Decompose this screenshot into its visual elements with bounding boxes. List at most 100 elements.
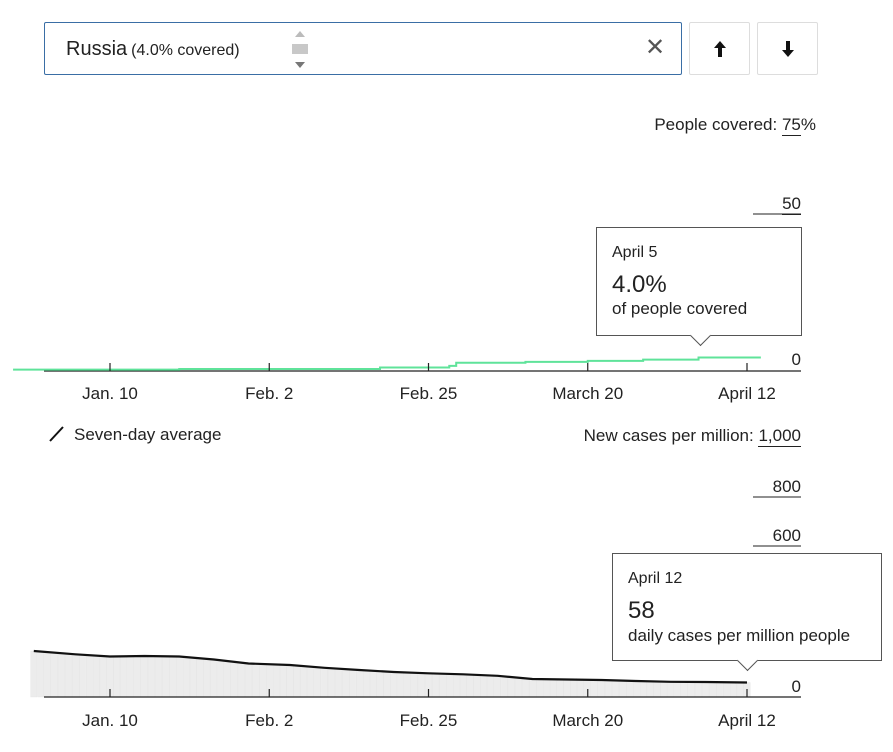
cases-day-bar [30, 650, 38, 698]
cases-day-bar [65, 653, 72, 698]
cases-day-bar [203, 658, 211, 698]
new-cases-label: New cases per million: 1,000 [584, 426, 801, 447]
country-name: Russia [66, 38, 128, 60]
cases-day-bar [134, 655, 141, 698]
cases-day-bar [279, 664, 287, 698]
cases-day-bar [397, 672, 405, 698]
previous-button[interactable] [689, 22, 750, 75]
x-tick-label: Feb. 2 [245, 711, 294, 730]
cases-day-bar [591, 679, 598, 698]
cases-day-bar [342, 668, 349, 698]
cases-day-bar [328, 668, 335, 698]
cases-day-bar [252, 663, 259, 698]
cases-day-bar [445, 673, 453, 698]
cases-day-bar [58, 653, 65, 698]
x-tick-label: Feb. 2 [245, 384, 294, 403]
cases-day-bar [632, 680, 640, 698]
cases-x-ticks [109, 689, 748, 697]
cases-day-bar [515, 677, 522, 698]
vacc-gridline-50-label: 50 [782, 194, 801, 215]
next-button[interactable] [757, 22, 818, 75]
cases-day-bar [688, 681, 695, 698]
cases-day-bar [113, 656, 121, 698]
cases-day-bar [383, 671, 391, 698]
cases-day-bar [418, 672, 425, 698]
cases-tooltip-value: 58 [628, 597, 655, 624]
x-tick-label: Jan. 10 [82, 384, 138, 403]
x-tick-label: March 20 [552, 711, 624, 730]
cases-day-bar [695, 681, 702, 698]
cases-day-bar [231, 661, 238, 698]
cases-day-bar [127, 656, 135, 698]
vacc-coverage-line [13, 356, 761, 371]
cases-day-bar [224, 660, 232, 698]
cases-day-bar [466, 674, 474, 698]
legend-label: Seven-day average [74, 425, 222, 444]
vacc-tooltip-value: 4.0% [612, 271, 667, 298]
cases-day-bar [535, 678, 543, 698]
cases-day-bar [439, 673, 446, 698]
cases-day-bar [508, 676, 515, 698]
cases-day-bar [605, 680, 612, 698]
cases-day-bar [432, 673, 439, 698]
cases-gridline-600-label: 600 [772, 526, 801, 545]
cases-day-bar [639, 681, 647, 698]
cases-day-bar [321, 667, 328, 698]
cases-day-bar [349, 669, 356, 698]
legend-line-icon [49, 426, 64, 442]
cases-day-bar [245, 663, 252, 698]
scroll-up-arrow-icon[interactable] [295, 31, 305, 37]
cases-gridline-800-label: 800 [772, 477, 801, 496]
list-scrollbar[interactable] [290, 29, 310, 71]
selected-country: Russia (4.0% covered) [66, 38, 240, 61]
cases-day-bar [722, 682, 730, 698]
x-tick-label: April 12 [718, 384, 776, 403]
cases-day-bar [549, 679, 557, 698]
people-covered-max: 75 [781, 115, 801, 136]
cases-day-bar [162, 656, 169, 698]
cases-day-bar [78, 654, 86, 698]
people-covered-label: People covered: 75% [654, 115, 816, 136]
vacc-tooltip-date: April 5 [612, 244, 658, 261]
cases-day-bar [272, 664, 280, 698]
cases-day-bar [300, 665, 308, 698]
cases-day-bar [307, 666, 315, 698]
cases-day-bar [411, 672, 418, 698]
cases-tooltip-date: April 12 [628, 570, 683, 587]
x-tick-label: Feb. 25 [399, 384, 458, 403]
cases-day-bar [168, 656, 176, 698]
cases-baseline-label: 0 [791, 677, 801, 696]
people-covered-unit: % [800, 115, 816, 134]
cases-day-bar [182, 656, 190, 698]
x-tick-label: Feb. 25 [399, 711, 458, 730]
cases-day-bar [577, 679, 585, 698]
covered-note: (4.0% covered) [131, 42, 240, 59]
arrow-down-icon [782, 41, 794, 57]
cases-day-bar [286, 664, 294, 698]
close-icon[interactable]: ✕ [644, 34, 666, 61]
vacc-x-ticks [109, 363, 748, 371]
cases-day-bar [709, 681, 716, 698]
cases-day-bar [702, 681, 709, 698]
country-select[interactable]: Russia (4.0% covered) ✕ [44, 22, 682, 75]
scroll-thumb[interactable] [292, 44, 308, 54]
cases-day-bar [452, 673, 460, 698]
cases-day-bar [238, 662, 245, 698]
x-tick-label: April 12 [718, 711, 776, 730]
cases-day-bar [369, 670, 377, 698]
cases-day-bar [473, 674, 481, 698]
new-cases-max: 1,000 [758, 426, 801, 447]
cases-day-bar [51, 652, 58, 698]
cases-day-bar [653, 681, 661, 698]
cases-day-bar [529, 678, 536, 698]
scroll-down-arrow-icon[interactable] [295, 62, 305, 68]
cases-day-bar [556, 679, 564, 698]
cases-day-bar [501, 676, 508, 698]
cases-day-bar [598, 679, 605, 698]
cases-day-bar [619, 680, 626, 698]
cases-day-bar [612, 680, 619, 698]
cases-day-bar [37, 651, 45, 698]
cases-day-bar [355, 669, 363, 698]
cases-day-bar [44, 651, 51, 698]
cases-day-bar [674, 681, 682, 698]
